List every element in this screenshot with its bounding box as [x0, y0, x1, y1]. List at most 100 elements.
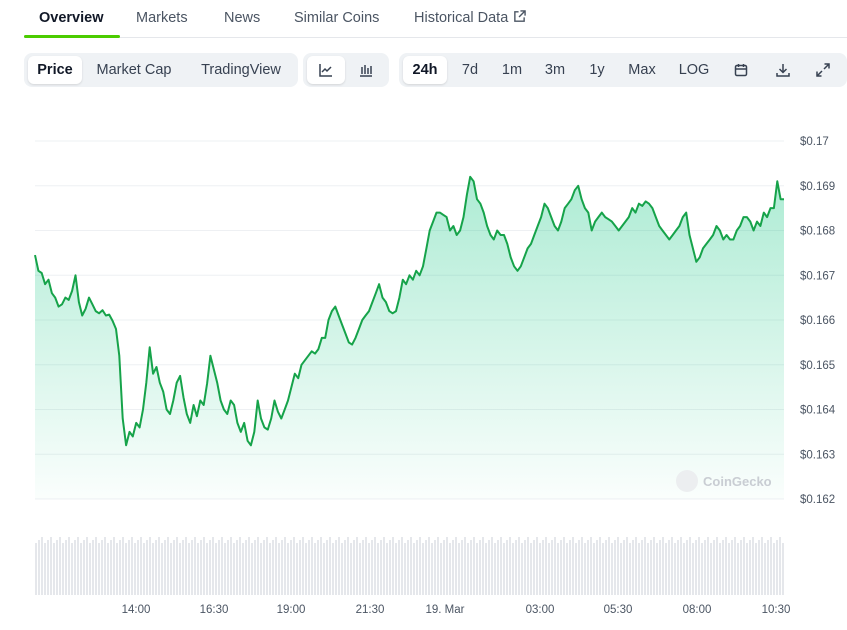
volume-bar [713, 540, 715, 595]
volume-bar [386, 543, 388, 595]
volume-bar [299, 540, 301, 595]
volume-bar [746, 543, 748, 595]
volume-bar [203, 537, 205, 595]
volume-bar [194, 537, 196, 595]
coingecko-watermark: CoinGecko [676, 470, 772, 492]
tab-markets[interactable]: Markets [136, 10, 188, 26]
volume-bar [587, 540, 589, 595]
volume-bar [176, 537, 178, 595]
volume-bar [476, 543, 478, 595]
range-3m-button[interactable]: 3m [544, 62, 566, 78]
mode-tradingview-button[interactable]: TradingView [201, 62, 281, 78]
volume-bar [743, 537, 745, 595]
volume-bar [707, 537, 709, 595]
volume-bar [704, 540, 706, 595]
volume-bar [737, 543, 739, 595]
volume-bar [617, 537, 619, 595]
volume-bar [437, 537, 439, 595]
volume-bar [296, 543, 298, 595]
range-7d-button[interactable]: 7d [461, 62, 479, 78]
range-24h-button[interactable]: 24h [403, 56, 447, 84]
volume-bar [284, 537, 286, 595]
volume-bar [167, 537, 169, 595]
tab-news[interactable]: News [224, 10, 261, 26]
line-chart-button[interactable] [307, 56, 345, 84]
x-tick-label: 21:30 [356, 604, 385, 616]
volume-bar [740, 540, 742, 595]
volume-bar [257, 537, 259, 595]
volume-bar [692, 543, 694, 595]
volume-bar [404, 543, 406, 595]
volume-bar [536, 537, 538, 595]
volume-bar [137, 540, 139, 595]
volume-bar [455, 537, 457, 595]
volume-bar [254, 540, 256, 595]
volume-bar [143, 543, 145, 595]
mode-price-button[interactable]: Price [28, 56, 82, 84]
volume-bar [308, 540, 310, 595]
volume-bar [182, 540, 184, 595]
volume-bar [557, 543, 559, 595]
tab-historical-data-label: Historical Data [414, 10, 509, 26]
candlestick-button[interactable] [347, 56, 385, 84]
range-1m-button[interactable]: 1m [501, 62, 523, 78]
volume-bar [491, 537, 493, 595]
volume-bar [428, 537, 430, 595]
fullscreen-button[interactable] [807, 56, 839, 84]
volume-bar [197, 543, 199, 595]
volume-bar [146, 540, 148, 595]
volume-bar [62, 543, 64, 595]
volume-bar [722, 540, 724, 595]
volume-bar [89, 543, 91, 595]
range-1y-button[interactable]: 1y [589, 62, 605, 78]
volume-bar [272, 540, 274, 595]
volume-bar [575, 543, 577, 595]
external-link-icon [514, 10, 527, 22]
volume-bar [101, 540, 103, 595]
volume-bar [416, 540, 418, 595]
volume-bar [683, 543, 685, 595]
y-tick-label: $0.162 [800, 494, 835, 506]
fullscreen-icon [816, 63, 830, 77]
volume-bar [266, 537, 268, 595]
x-tick-label: 08:00 [683, 604, 712, 616]
volume-bar [518, 537, 520, 595]
calendar-button[interactable] [725, 56, 757, 84]
tab-similar-coins[interactable]: Similar Coins [294, 10, 380, 26]
y-tick-label: $0.17 [800, 136, 829, 148]
calendar-icon [734, 64, 748, 77]
volume-bar [269, 543, 271, 595]
volume-bar [662, 537, 664, 595]
volume-bar [419, 537, 421, 595]
volume-bar [278, 543, 280, 595]
volume-bar [635, 537, 637, 595]
tab-overview[interactable]: Overview [39, 10, 104, 26]
mode-market-cap-button[interactable]: Market Cap [96, 62, 172, 78]
tab-historical-data[interactable]: Historical Data [414, 10, 527, 26]
y-tick-label: $0.163 [800, 449, 835, 461]
volume-bar [638, 543, 640, 595]
volume-bar [368, 543, 370, 595]
volume-bar [614, 540, 616, 595]
volume-bar [359, 543, 361, 595]
volume-bar [671, 537, 673, 595]
volume-bar [464, 537, 466, 595]
volume-bar [98, 543, 100, 595]
download-button[interactable] [767, 56, 799, 84]
range-max-button[interactable]: Max [628, 62, 656, 78]
volume-bar [287, 543, 289, 595]
volume-bar [461, 540, 463, 595]
volume-bar [53, 543, 55, 595]
volume-bar [125, 543, 127, 595]
volume-bar [650, 540, 652, 595]
y-tick-label: $0.166 [800, 315, 835, 327]
candlestick-icon [360, 65, 372, 77]
volume-bar [779, 537, 781, 595]
volume-bar [221, 537, 223, 595]
log-scale-button[interactable]: LOG [678, 62, 710, 78]
volume-bar [56, 540, 58, 595]
volume-bar [524, 540, 526, 595]
price-line [34, 175, 784, 447]
volume-bar [602, 543, 604, 595]
